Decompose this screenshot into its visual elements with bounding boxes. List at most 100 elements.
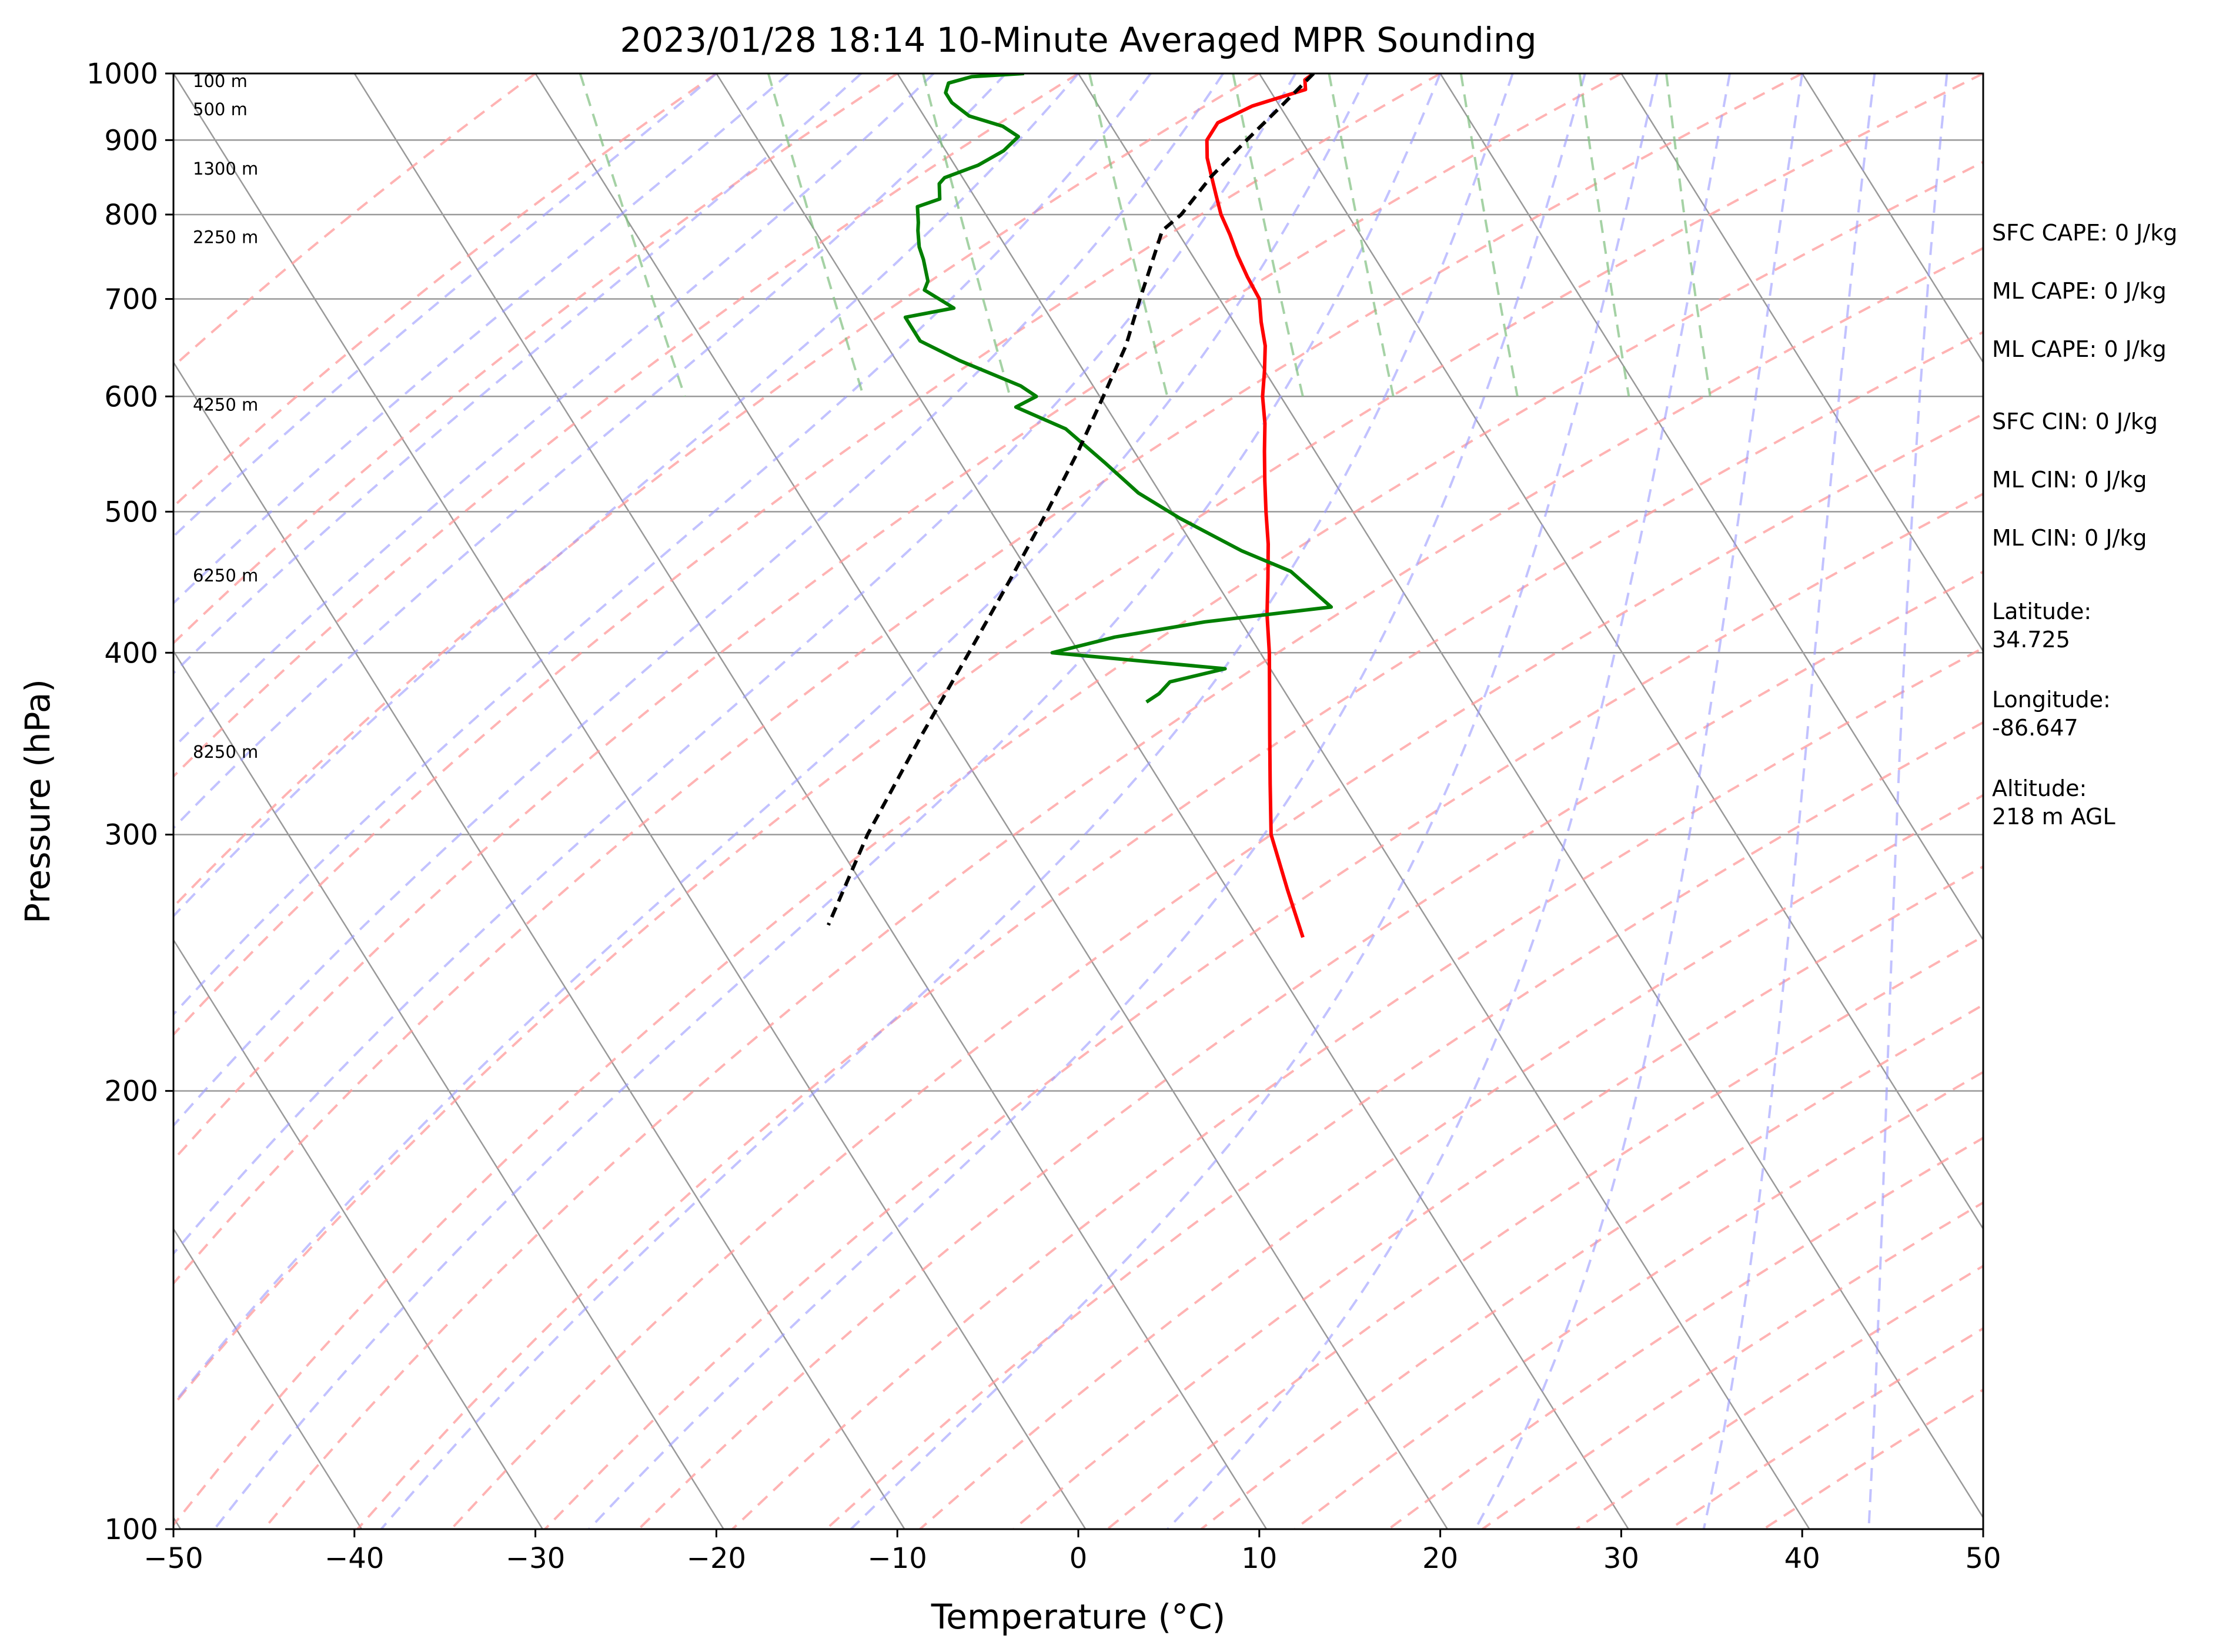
y-tick-label: 800: [104, 199, 158, 232]
x-tick-label: 40: [1784, 1542, 1820, 1575]
info-panel-item: ML CIN: 0 J/kg: [1992, 525, 2147, 551]
y-tick-label: 900: [104, 124, 158, 157]
temperature-profile-line: [1205, 73, 1315, 938]
dry-adiabat-line: [450, 412, 1983, 1529]
y-tick-label: 1000: [86, 58, 158, 91]
isotherm-line: [897, 73, 1810, 1529]
x-tick-label: 20: [1422, 1542, 1458, 1575]
dry-adiabat-line: [173, 73, 1260, 909]
isotherm-line: [173, 1227, 363, 1529]
dry-adiabat-line: [356, 330, 1983, 1529]
x-axis-title: Temperature (°C): [931, 1597, 1226, 1637]
x-tick-label: −30: [506, 1542, 565, 1575]
isotherm-line: [173, 938, 543, 1529]
x-tick-label: 30: [1603, 1542, 1639, 1575]
height-label: 6250 m: [193, 566, 258, 586]
moist-adiabat-line: [1474, 73, 1804, 1529]
x-tick-label: −10: [868, 1542, 927, 1575]
moist-adiabat-line: [380, 73, 1514, 1529]
moist-adiabat-line: [1867, 73, 1948, 1529]
info-panel-item: ML CIN: 0 J/kg: [1992, 467, 2147, 493]
height-label: 4250 m: [193, 395, 258, 415]
info-panel-item: Altitude: 218 m AGL: [1992, 775, 2115, 830]
y-tick-label: 200: [104, 1075, 158, 1108]
y-tick-label: 700: [104, 283, 158, 316]
height-label: 8250 m: [193, 742, 258, 762]
x-tick-label: 50: [1965, 1542, 2001, 1575]
y-tick-label: 100: [104, 1513, 158, 1546]
mixing-ratio-line: [921, 73, 1011, 397]
dry-adiabat-line: [173, 73, 1622, 1162]
moist-adiabat-line: [173, 73, 1224, 1128]
moist-adiabat-line: [1167, 73, 1732, 1529]
info-panel-item: Latitude: 34.725: [1992, 598, 2092, 653]
dry-adiabat-line: [173, 73, 1803, 1286]
dry-adiabat-line: [1012, 865, 1983, 1529]
moist-adiabat-line: [173, 73, 1152, 1016]
dewpoint-profile-line: [903, 73, 1333, 704]
height-label: 1300 m: [193, 159, 258, 179]
y-tick-label: 300: [104, 819, 158, 852]
mixing-ratio-line: [1578, 73, 1630, 397]
dry-adiabat-line: [825, 721, 1983, 1529]
height-label: 100 m: [193, 71, 248, 91]
y-tick-label: 400: [104, 637, 158, 670]
isotherm-line: [1439, 73, 1983, 942]
moist-adiabat-line: [173, 73, 790, 605]
info-panel-item: ML CAPE: 0 J/kg: [1992, 278, 2167, 304]
dry-adiabat-line: [173, 73, 898, 645]
parcel-profile-line: [827, 73, 1315, 926]
isotherm-line: [1620, 73, 1983, 653]
moist-adiabat-line: [1702, 73, 1876, 1529]
chart-title: 2023/01/28 18:14 10-Minute Averaged MPR …: [620, 20, 1536, 60]
mixing-ratio-line: [1232, 73, 1304, 397]
isotherm-line: [534, 73, 1448, 1529]
isotherm-line: [1258, 73, 1983, 1230]
x-tick-label: 10: [1241, 1542, 1277, 1575]
isotherm-line: [1077, 73, 1983, 1519]
moist-adiabat-line: [850, 73, 1659, 1529]
y-tick-label: 600: [104, 380, 158, 413]
dry-adiabat-line: [637, 570, 1983, 1529]
isotherm-line: [716, 73, 1629, 1529]
info-panel-item: ML CAPE: 0 J/kg: [1992, 336, 2167, 362]
dry-adiabat-line: [173, 160, 1983, 1527]
mixing-ratio-line: [1088, 73, 1169, 397]
moist-adiabat-line: [213, 73, 1442, 1529]
moist-adiabat-line: [173, 73, 935, 750]
x-tick-label: −20: [687, 1542, 746, 1575]
isotherm-line: [173, 360, 905, 1529]
moist-adiabat-line: [173, 73, 1297, 1256]
dry-adiabat-line: [173, 73, 1441, 1036]
moist-adiabat-line: [173, 73, 862, 675]
isotherm-line: [173, 650, 724, 1529]
x-tick-label: −50: [143, 1542, 203, 1575]
moist-adiabat-line: [173, 73, 1079, 918]
dry-adiabat-line: [263, 246, 1983, 1529]
mixing-ratio-line: [579, 73, 686, 397]
mixing-ratio-line: [767, 73, 865, 397]
isotherm-line: [173, 73, 1087, 1529]
moist-adiabat-line: [588, 73, 1586, 1529]
info-panel-item: SFC CIN: 0 J/kg: [1992, 409, 2158, 434]
height-label: 500 m: [193, 99, 248, 119]
info-panel-item: Longitude: -86.647: [1992, 687, 2111, 741]
dry-adiabat-line: [173, 73, 536, 368]
isotherm-line: [353, 73, 1268, 1529]
dry-adiabat-line: [173, 73, 717, 509]
mixing-ratio-line: [1665, 73, 1712, 397]
height-label: 2250 m: [193, 227, 258, 247]
moist-adiabat-line: [173, 73, 1369, 1406]
dry-adiabat-line: [173, 73, 1079, 778]
x-tick-label: −40: [325, 1542, 384, 1575]
isotherm-line: [1801, 73, 1983, 364]
mixing-ratio-line: [1459, 73, 1519, 397]
mixing-ratio-line: [1328, 73, 1395, 397]
x-tick-label: 0: [1069, 1542, 1088, 1575]
dry-adiabat-line: [544, 492, 1983, 1529]
info-panel-item: SFC CAPE: 0 J/kg: [1992, 220, 2178, 246]
dry-adiabat-line: [173, 73, 1983, 1407]
y-tick-label: 500: [104, 496, 158, 529]
